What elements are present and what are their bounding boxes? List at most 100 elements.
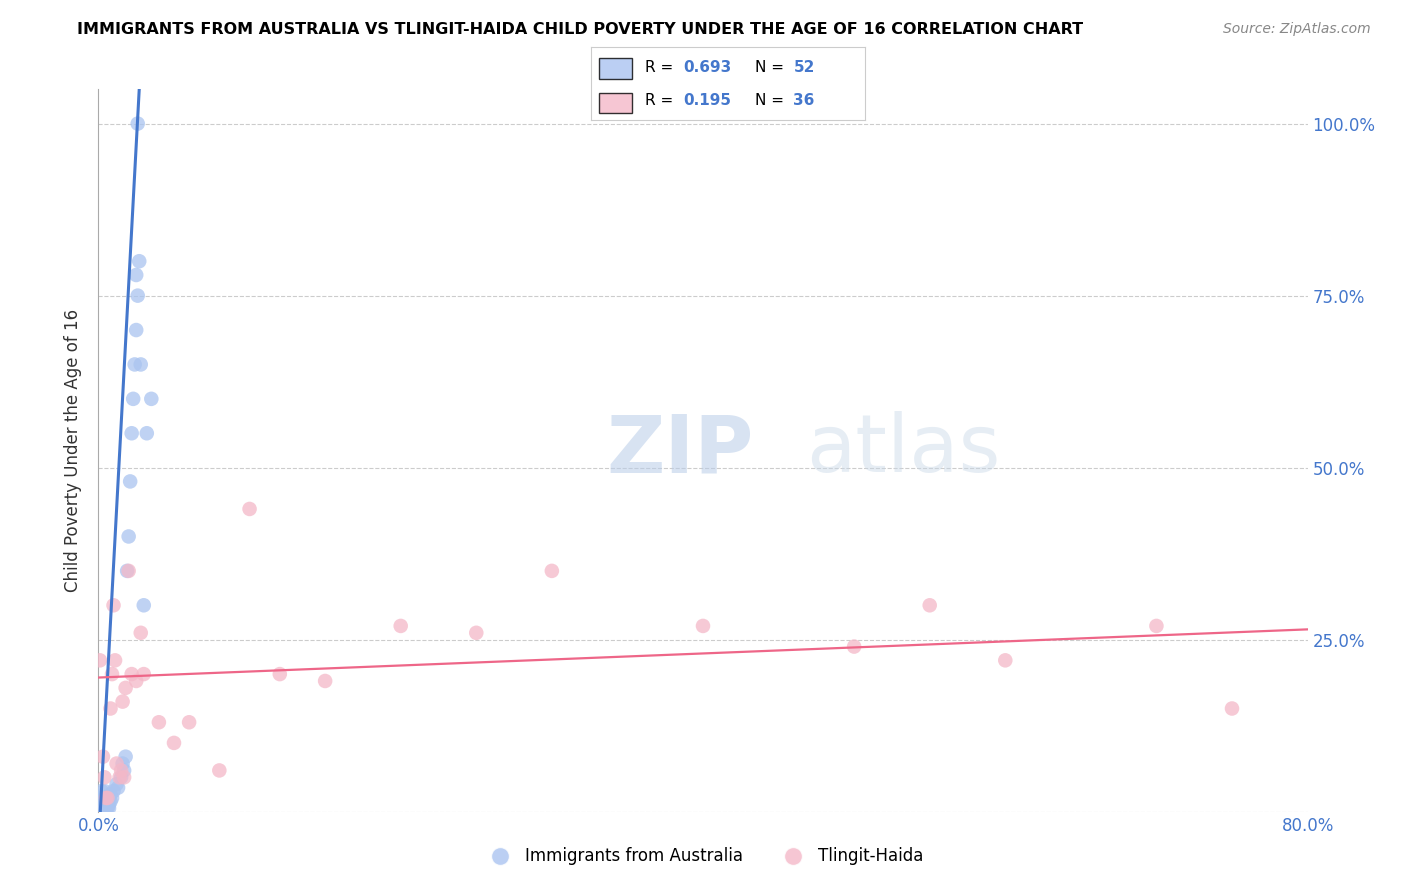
Point: [93, 784, 115, 798]
Text: N =: N =: [755, 60, 789, 75]
Point: [94, 797, 117, 812]
Text: N =: N =: [755, 93, 789, 108]
Point: [91, 797, 114, 812]
Point: [112, 770, 135, 784]
Point: [163, 736, 186, 750]
Point: [114, 749, 136, 764]
Text: 0.195: 0.195: [683, 93, 731, 108]
Point: [239, 502, 262, 516]
Point: [120, 475, 142, 489]
Point: [465, 625, 488, 640]
Point: [90, 797, 112, 812]
Point: [1220, 701, 1243, 715]
Point: [89, 801, 111, 815]
Point: [118, 564, 141, 578]
Point: [111, 756, 134, 771]
Point: [89, 653, 111, 667]
Point: [129, 625, 152, 640]
Point: [91, 801, 114, 815]
Point: [124, 358, 146, 372]
Text: 0.693: 0.693: [683, 60, 733, 75]
Point: [104, 653, 127, 667]
Point: [127, 288, 149, 302]
Point: [89, 791, 111, 805]
Point: [121, 426, 143, 441]
Point: [96, 801, 118, 815]
Point: [101, 791, 124, 805]
Point: [132, 667, 155, 681]
Text: Source: ZipAtlas.com: Source: ZipAtlas.com: [1223, 22, 1371, 37]
Point: [269, 667, 291, 681]
Point: [314, 673, 336, 688]
Point: [90, 791, 112, 805]
Point: [179, 715, 201, 730]
Point: [94, 791, 117, 805]
Point: [994, 653, 1017, 667]
Point: [389, 619, 412, 633]
Point: [100, 701, 122, 715]
Point: [128, 254, 150, 268]
Legend: Immigrants from Australia, Tlingit-Haida: Immigrants from Australia, Tlingit-Haida: [477, 840, 929, 872]
Point: [93, 797, 115, 812]
Text: R =: R =: [645, 93, 679, 108]
Point: [94, 791, 117, 805]
FancyBboxPatch shape: [599, 93, 631, 113]
Point: [94, 801, 117, 815]
Point: [125, 673, 148, 688]
Point: [692, 619, 714, 633]
Point: [111, 695, 134, 709]
Point: [93, 801, 115, 815]
Point: [1144, 619, 1167, 633]
Point: [148, 715, 170, 730]
Point: [114, 681, 136, 695]
Point: [132, 599, 155, 613]
Text: ZIP: ZIP: [606, 411, 754, 490]
Point: [135, 426, 157, 441]
Point: [91, 791, 114, 805]
Point: [100, 794, 122, 808]
Point: [107, 780, 129, 795]
Point: [540, 564, 562, 578]
Point: [141, 392, 163, 406]
Point: [101, 667, 124, 681]
Point: [98, 791, 121, 805]
Point: [110, 764, 132, 778]
Point: [844, 640, 866, 654]
Point: [98, 801, 121, 815]
FancyBboxPatch shape: [599, 58, 631, 78]
Point: [125, 268, 148, 282]
Point: [129, 358, 152, 372]
Y-axis label: Child Poverty Under the Age of 16: Child Poverty Under the Age of 16: [65, 309, 83, 592]
Point: [100, 788, 122, 802]
Point: [90, 784, 112, 798]
Point: [115, 564, 138, 578]
Point: [103, 784, 125, 798]
Point: [96, 791, 118, 805]
Point: [105, 756, 128, 771]
Point: [112, 764, 135, 778]
Point: [89, 797, 111, 812]
Point: [110, 770, 132, 784]
Point: [918, 599, 941, 613]
Point: [91, 794, 114, 808]
Point: [90, 801, 112, 815]
Text: 36: 36: [793, 93, 815, 108]
Point: [127, 117, 149, 131]
Text: atlas: atlas: [806, 411, 1000, 490]
Point: [96, 797, 118, 812]
Point: [121, 667, 143, 681]
Text: IMMIGRANTS FROM AUSTRALIA VS TLINGIT-HAIDA CHILD POVERTY UNDER THE AGE OF 16 COR: IMMIGRANTS FROM AUSTRALIA VS TLINGIT-HAI…: [77, 22, 1084, 37]
Point: [125, 323, 148, 337]
Point: [208, 764, 231, 778]
Point: [93, 770, 115, 784]
Point: [93, 791, 115, 805]
Point: [103, 599, 125, 613]
Point: [118, 529, 141, 543]
Text: 52: 52: [793, 60, 815, 75]
Point: [91, 749, 114, 764]
Point: [96, 791, 118, 805]
Point: [98, 797, 121, 812]
Point: [108, 770, 131, 784]
Point: [94, 801, 117, 815]
Point: [94, 794, 117, 808]
